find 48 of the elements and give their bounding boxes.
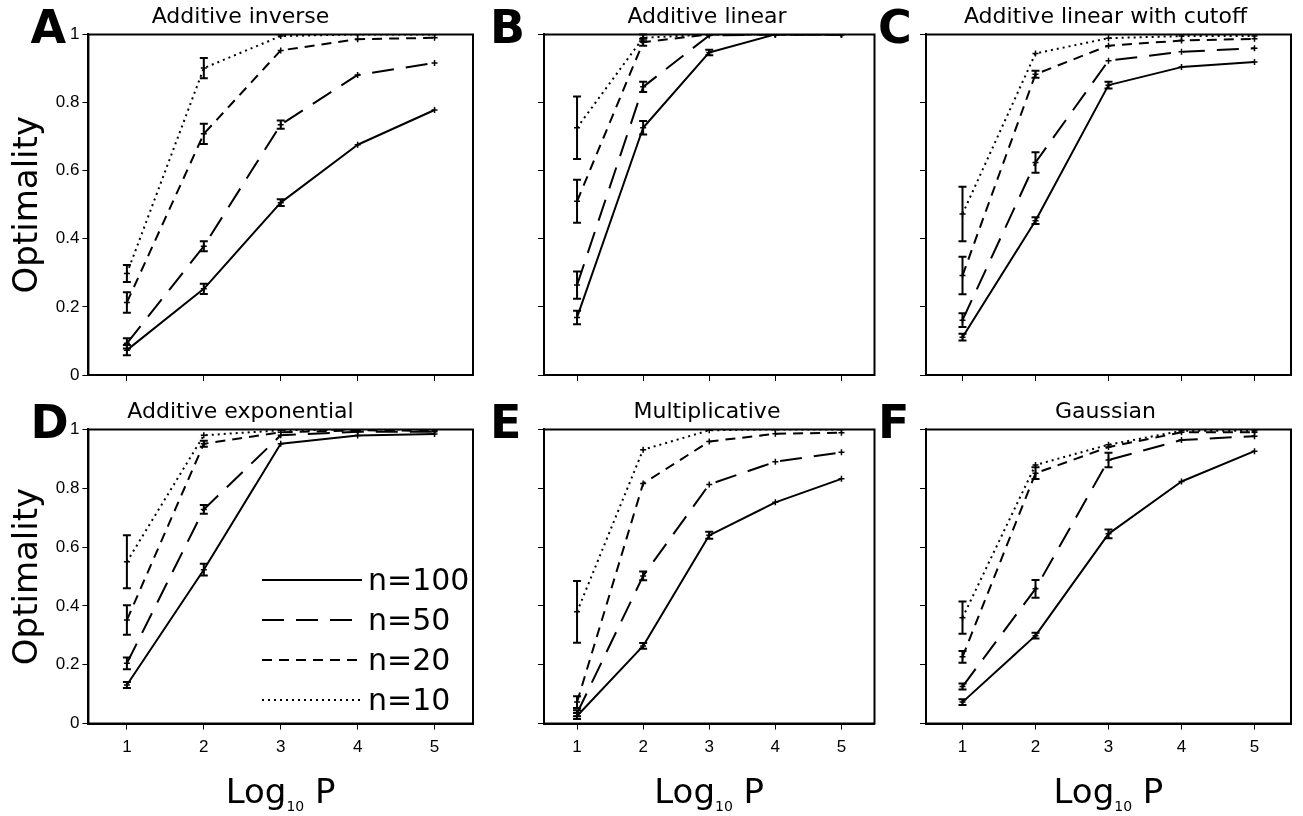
x-tick-label: 2 bbox=[638, 737, 648, 757]
x-tick-label: 1 bbox=[122, 737, 132, 757]
x-tick-label: 1 bbox=[572, 737, 582, 757]
chart-title: Gaussian bbox=[1055, 397, 1156, 423]
y-axis-title: Optimality bbox=[5, 487, 46, 666]
y-tick-label: 0.2 bbox=[55, 296, 80, 316]
y-axis-title: Optimality bbox=[5, 115, 46, 294]
y-tick-label: 0.4 bbox=[55, 228, 80, 248]
x-tick-label: 4 bbox=[1176, 737, 1187, 757]
x-tick-label: 1 bbox=[957, 737, 968, 757]
text: E bbox=[490, 395, 522, 449]
legend-label: n=20 bbox=[368, 642, 451, 678]
y-tick-label: 0.8 bbox=[55, 477, 80, 497]
x-tick-label: 5 bbox=[836, 737, 847, 757]
legend-label: n=100 bbox=[368, 562, 470, 598]
text: F bbox=[878, 395, 910, 449]
y-tick-label: 1 bbox=[69, 419, 80, 439]
chart-title: Additive linear bbox=[627, 2, 788, 28]
x-tick-label: 2 bbox=[199, 737, 209, 757]
x-tick-label: 2 bbox=[1030, 737, 1041, 757]
text: A bbox=[30, 0, 67, 54]
x-tick-label: 4 bbox=[352, 737, 363, 757]
y-tick-label: 0.4 bbox=[55, 595, 80, 615]
x-tick-label: 5 bbox=[429, 737, 440, 757]
y-tick-label: 0 bbox=[69, 713, 80, 733]
chart-title: Additive linear with cutoff bbox=[963, 2, 1248, 28]
chart-title: Multiplicative bbox=[633, 397, 781, 423]
y-tick-label: 0.6 bbox=[55, 160, 80, 180]
legend-label: n=50 bbox=[368, 602, 451, 638]
text: B bbox=[490, 0, 526, 54]
x-tick-label: 4 bbox=[770, 737, 781, 757]
x-axis-title: Log$_{10}$ P bbox=[225, 771, 336, 814]
text: C bbox=[878, 0, 912, 54]
x-axis-title: Log$_{10}$ P bbox=[654, 771, 765, 814]
y-tick-label: 0.8 bbox=[55, 92, 80, 112]
chart-title: Additive exponential bbox=[127, 397, 354, 423]
chart-title: Additive inverse bbox=[151, 2, 330, 28]
x-tick-label: 3 bbox=[1103, 737, 1114, 757]
x-tick-label: 3 bbox=[704, 737, 714, 757]
y-tick-label: 0.6 bbox=[55, 536, 80, 556]
y-tick-label: 0 bbox=[69, 364, 80, 384]
x-tick-label: 3 bbox=[275, 737, 286, 757]
text: D bbox=[30, 395, 69, 449]
y-tick-label: 0.2 bbox=[55, 654, 80, 674]
x-axis-title: Log$_{10}$ P bbox=[1053, 771, 1164, 814]
legend-label: n=10 bbox=[368, 682, 451, 718]
y-tick-label: 1 bbox=[69, 24, 80, 44]
x-tick-label: 5 bbox=[1249, 737, 1260, 757]
